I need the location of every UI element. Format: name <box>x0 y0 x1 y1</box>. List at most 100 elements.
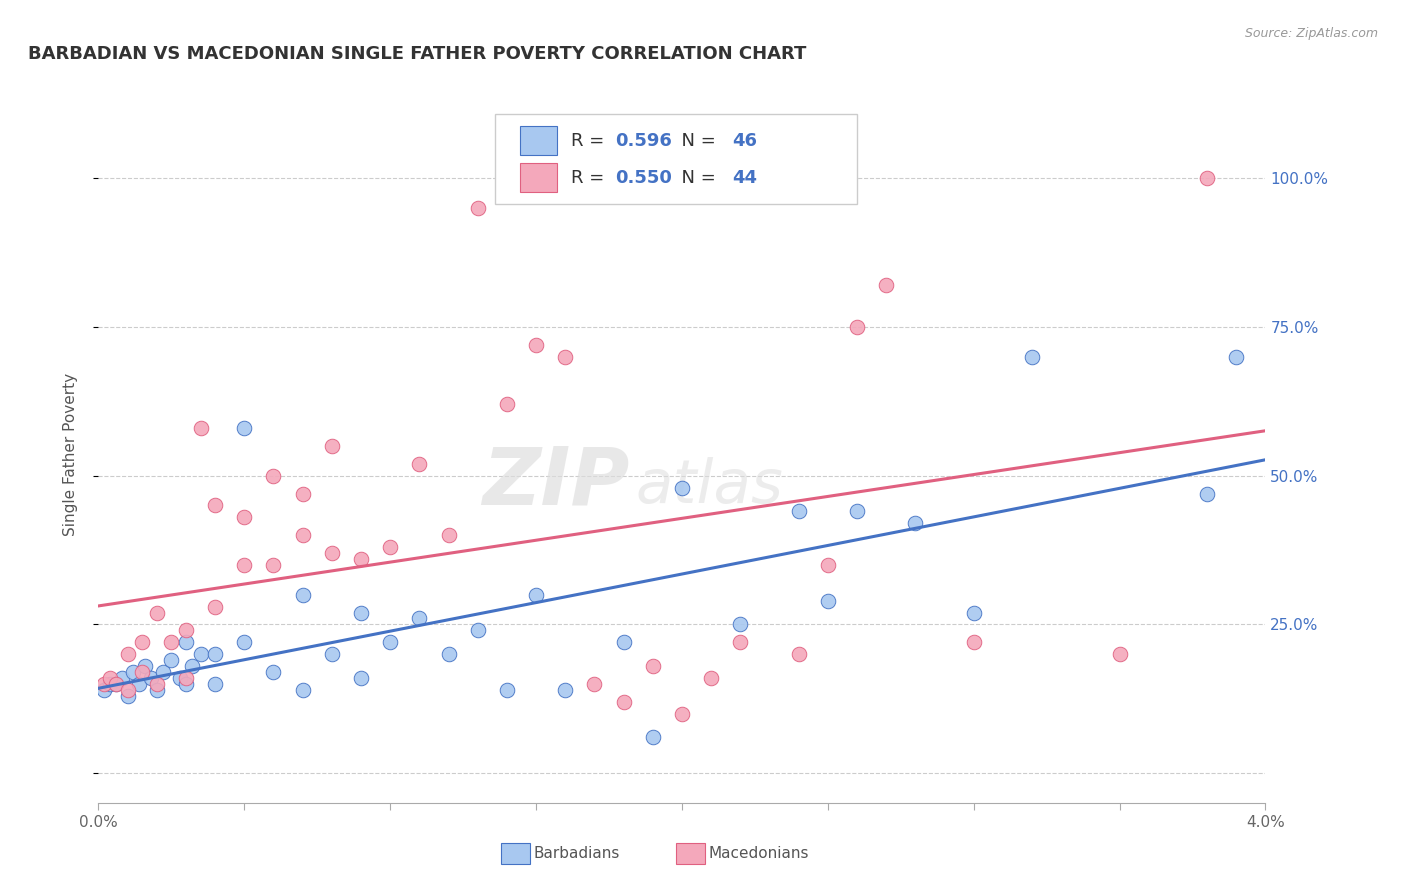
Point <box>117 647 139 661</box>
Point <box>962 606 984 620</box>
Point <box>350 606 373 620</box>
Point <box>1197 171 1219 186</box>
Point <box>380 540 402 554</box>
Point <box>1021 350 1043 364</box>
Point <box>408 457 430 471</box>
Point <box>641 731 664 745</box>
Point <box>117 689 139 703</box>
Point <box>1225 350 1247 364</box>
Text: BARBADIAN VS MACEDONIAN SINGLE FATHER POVERTY CORRELATION CHART: BARBADIAN VS MACEDONIAN SINGLE FATHER PO… <box>28 45 807 62</box>
FancyBboxPatch shape <box>676 843 706 864</box>
Point <box>160 635 183 649</box>
Point <box>262 468 284 483</box>
Point <box>671 481 693 495</box>
Point <box>730 635 752 649</box>
Point <box>233 558 256 572</box>
Point <box>1197 486 1219 500</box>
Point <box>496 397 519 411</box>
Point <box>233 421 256 435</box>
Point <box>583 677 606 691</box>
Point <box>174 671 197 685</box>
Point <box>291 588 314 602</box>
Point <box>904 516 927 531</box>
Point <box>817 558 839 572</box>
Point <box>845 320 868 334</box>
Point <box>131 635 153 649</box>
Point <box>104 677 127 691</box>
Point <box>437 528 460 542</box>
Point <box>641 659 664 673</box>
Point <box>169 671 191 685</box>
FancyBboxPatch shape <box>520 127 557 155</box>
Point <box>131 665 153 679</box>
Point <box>321 439 343 453</box>
Point <box>111 671 134 685</box>
Point <box>845 504 868 518</box>
Point <box>204 499 226 513</box>
FancyBboxPatch shape <box>520 163 557 192</box>
Y-axis label: Single Father Poverty: Single Father Poverty <box>63 374 77 536</box>
Point <box>262 665 284 679</box>
Point <box>204 599 226 614</box>
Text: 44: 44 <box>733 169 756 186</box>
Point <box>321 546 343 560</box>
Point <box>98 671 121 685</box>
Point <box>291 486 314 500</box>
Point <box>262 558 284 572</box>
Text: Barbadians: Barbadians <box>534 847 620 861</box>
Text: R =: R = <box>571 169 610 186</box>
Point <box>139 671 162 685</box>
Point <box>496 682 519 697</box>
Text: 0.596: 0.596 <box>616 132 672 150</box>
Text: N =: N = <box>671 169 721 186</box>
Point <box>524 338 547 352</box>
Point <box>321 647 343 661</box>
Point <box>146 677 169 691</box>
Point <box>233 635 256 649</box>
Point <box>233 510 256 524</box>
Point <box>380 635 402 649</box>
Text: Source: ZipAtlas.com: Source: ZipAtlas.com <box>1244 27 1378 40</box>
Point <box>787 647 810 661</box>
Point <box>98 677 121 691</box>
Point <box>104 677 127 691</box>
Point <box>117 682 139 697</box>
Text: ZIP: ZIP <box>482 443 630 522</box>
Point <box>612 635 634 649</box>
FancyBboxPatch shape <box>501 843 530 864</box>
Point <box>730 617 752 632</box>
Point <box>787 504 810 518</box>
Point <box>291 528 314 542</box>
Point <box>134 659 156 673</box>
Point <box>152 665 174 679</box>
Point <box>93 677 115 691</box>
Text: N =: N = <box>671 132 721 150</box>
Text: Macedonians: Macedonians <box>709 847 810 861</box>
Point <box>180 659 202 673</box>
Point <box>174 677 197 691</box>
FancyBboxPatch shape <box>495 114 856 204</box>
Point <box>962 635 984 649</box>
Point <box>160 653 183 667</box>
Point <box>128 677 150 691</box>
Point <box>875 278 897 293</box>
Point <box>554 350 576 364</box>
Point <box>700 671 723 685</box>
Point <box>671 706 693 721</box>
Point <box>350 671 373 685</box>
Text: R =: R = <box>571 132 610 150</box>
Point <box>612 695 634 709</box>
Point <box>146 606 169 620</box>
Point <box>350 552 373 566</box>
Point <box>174 635 197 649</box>
Text: 46: 46 <box>733 132 756 150</box>
Point <box>817 593 839 607</box>
Point <box>467 201 489 215</box>
Point <box>204 677 226 691</box>
Point <box>146 682 169 697</box>
Point <box>93 682 115 697</box>
Text: atlas: atlas <box>636 457 783 516</box>
Point <box>174 624 197 638</box>
Point <box>122 665 145 679</box>
Point <box>554 682 576 697</box>
